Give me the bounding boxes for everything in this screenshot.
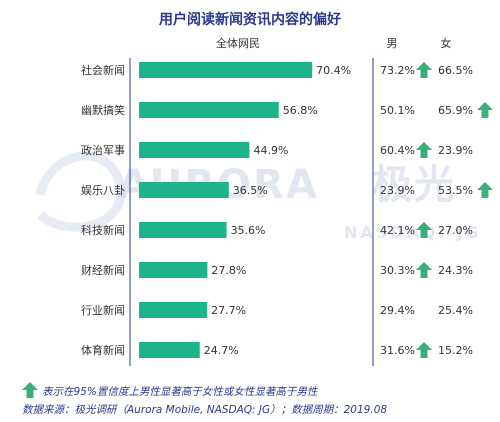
male-value: 60.4% bbox=[380, 144, 415, 157]
bar bbox=[139, 262, 208, 278]
male-value: 31.6% bbox=[380, 344, 415, 357]
female-value: 27.0% bbox=[438, 224, 473, 237]
category-label: 行业新闻 bbox=[81, 303, 125, 317]
value-label: 44.9% bbox=[253, 144, 288, 157]
male-value: 50.1% bbox=[380, 104, 415, 117]
data-source: 数据来源：极光调研（Aurora Mobile, NASDAQ: JG）；数据周… bbox=[22, 404, 387, 416]
female-significance-arrow-icon bbox=[477, 182, 493, 198]
male-value: 23.9% bbox=[380, 184, 415, 197]
female-value: 53.5% bbox=[438, 184, 473, 197]
category-label: 幽默搞笑 bbox=[81, 103, 125, 117]
legend-text: 表示在95%置信度上男性显著高于女性或女性显著高于男性 bbox=[42, 386, 319, 398]
male-header: 男 bbox=[387, 37, 398, 50]
bar bbox=[139, 342, 200, 358]
bar bbox=[139, 302, 208, 318]
watermark-sub: NASDAQ: JG bbox=[344, 223, 482, 242]
bar bbox=[139, 102, 279, 118]
female-value: 25.4% bbox=[438, 304, 473, 317]
category-label: 社会新闻 bbox=[81, 63, 125, 77]
bar bbox=[139, 222, 227, 238]
female-value: 23.9% bbox=[438, 144, 473, 157]
series-header: 全体网民 bbox=[216, 36, 260, 50]
bar bbox=[139, 62, 313, 78]
significance-arrow-icon bbox=[22, 382, 38, 398]
category-label: 体育新闻 bbox=[81, 343, 125, 357]
bar bbox=[139, 142, 250, 158]
category-label: 政治军事 bbox=[81, 143, 125, 157]
chart-rows: 社会新闻 70.4% 73.2% 66.5% 幽默搞笑 56.8% 50.1% 65.9% 政治… bbox=[81, 62, 493, 358]
male-significance-arrow-icon bbox=[416, 62, 432, 78]
category-label: 科技新闻 bbox=[81, 223, 125, 237]
male-significance-arrow-icon bbox=[416, 142, 432, 158]
female-header: 女 bbox=[441, 36, 452, 50]
female-value: 65.9% bbox=[438, 104, 473, 117]
male-value: 73.2% bbox=[380, 64, 415, 77]
female-significance-arrow-icon bbox=[477, 102, 493, 118]
female-value: 66.5% bbox=[438, 64, 473, 77]
value-label: 35.6% bbox=[231, 224, 266, 237]
value-label: 24.7% bbox=[204, 344, 239, 357]
category-label: 娱乐八卦 bbox=[81, 183, 125, 197]
male-value: 30.3% bbox=[380, 264, 415, 277]
value-label: 56.8% bbox=[283, 104, 318, 117]
value-label: 70.4% bbox=[316, 64, 351, 77]
male-significance-arrow-icon bbox=[416, 262, 432, 278]
category-label: 财经新闻 bbox=[81, 263, 125, 277]
male-value: 42.1% bbox=[380, 224, 415, 237]
male-significance-arrow-icon bbox=[416, 222, 432, 238]
value-label: 36.5% bbox=[233, 184, 268, 197]
watermark-swirl-icon bbox=[35, 151, 126, 232]
male-significance-arrow-icon bbox=[416, 342, 432, 358]
male-value: 29.4% bbox=[380, 304, 415, 317]
female-value: 15.2% bbox=[438, 344, 473, 357]
watermark-brand-cn: 极光 bbox=[372, 162, 456, 208]
value-label: 27.8% bbox=[211, 264, 246, 277]
value-label: 27.7% bbox=[211, 304, 246, 317]
chart-title: 用户阅读新闻资讯内容的偏好 bbox=[159, 11, 341, 28]
bar bbox=[139, 182, 229, 198]
female-value: 24.3% bbox=[438, 264, 473, 277]
